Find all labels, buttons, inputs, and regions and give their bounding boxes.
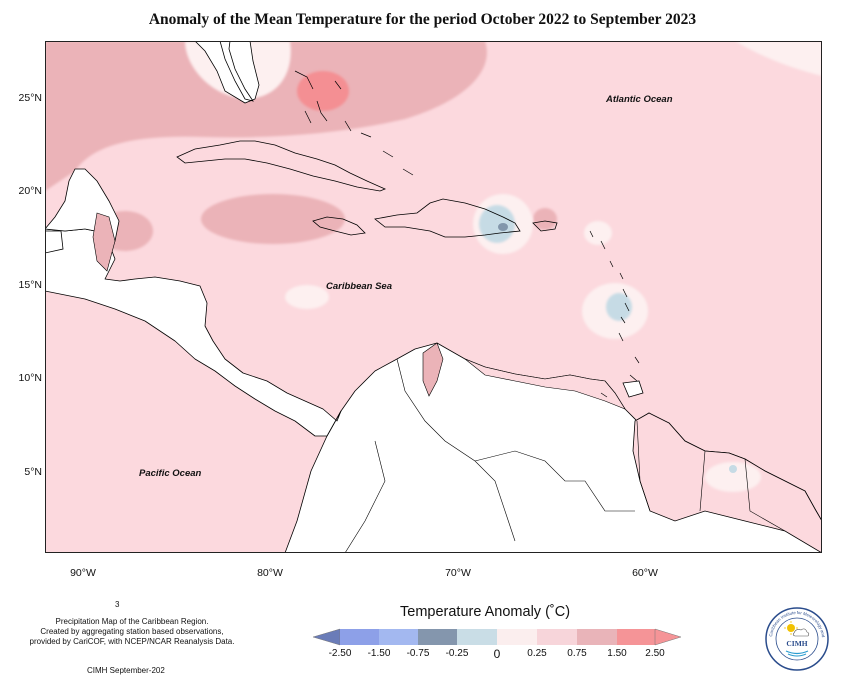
land-bahamas (294, 70, 414, 176)
label-atlantic-ocean: Atlantic Ocean (606, 94, 673, 105)
anomaly-zone-pr-warm (533, 208, 557, 230)
legend-tick-0: -2.50 (328, 648, 352, 659)
legend-tick-8: 2.50 (645, 648, 665, 659)
footnote-description: Precipitation Map of the Caribbean Regio… (22, 617, 242, 647)
y-tick-25n: 25°N (18, 92, 42, 104)
x-tick-60w: 60°W (632, 567, 658, 579)
footnote-page-number: 3 (115, 600, 120, 609)
legend-tick-5: 0.25 (527, 648, 547, 659)
land-trinidad (622, 380, 644, 398)
legend-tick-6: 0.75 (567, 648, 587, 659)
land-cuba (176, 140, 387, 192)
land-puerto-rico (532, 220, 558, 232)
legend-swatch-7 (577, 629, 617, 645)
anomaly-hotspot-bahamas (297, 71, 349, 111)
y-tick-20n: 20°N (18, 185, 42, 197)
y-tick-5n: 5°N (24, 466, 42, 478)
land-central-america (45, 228, 342, 437)
legend-swatch-2 (379, 629, 418, 645)
legend-tick-1: -1.50 (367, 648, 391, 659)
legend-colorbar (313, 628, 682, 646)
legend-swatch-4 (457, 629, 497, 645)
label-pacific-ocean: Pacific Ocean (139, 468, 202, 479)
y-tick-15n: 15°N (18, 279, 42, 291)
legend-title: Temperature Anomaly (˚C) (400, 604, 571, 620)
x-tick-80w: 80°W (257, 567, 283, 579)
legend-swatch-5 (497, 629, 537, 645)
anomaly-zone-caribbean-pale (285, 285, 329, 309)
map-title: Anomaly of the Mean Temperature for the … (148, 11, 697, 28)
anomaly-zone-hispaniola-cool (479, 205, 515, 243)
legend-swatch-3 (418, 629, 457, 645)
land-lesser-antilles (589, 230, 640, 398)
land-mexico-west (45, 230, 64, 254)
cimh-logo: CIMH Caribbean Institute for Meteorology… (764, 606, 829, 671)
land-jamaica (312, 216, 366, 236)
logo-text: CIMH (786, 639, 807, 648)
label-caribbean-sea: Caribbean Sea (326, 281, 392, 292)
anomaly-zone-jamaica (201, 194, 345, 244)
legend-tick-2: -0.75 (406, 648, 430, 659)
anomaly-zone-belize-land (92, 212, 116, 272)
anomaly-zone-antilles-cool (606, 293, 632, 321)
anomaly-zone-hispaniola-cold (498, 223, 508, 231)
anomaly-zone-guianas-pale (705, 462, 761, 492)
legend-tick-3: -0.25 (445, 648, 469, 659)
y-tick-10n: 10°N (18, 372, 42, 384)
anomaly-zone-venezuela-coast (464, 358, 626, 410)
legend-tick-4: 0 (493, 647, 501, 661)
anomaly-zone-guianas-cool (729, 465, 737, 473)
footnote-line-2: Created by aggregating station based obs… (40, 627, 224, 636)
anomaly-zone-north (45, 41, 487, 191)
legend-tick-7: 1.50 (607, 648, 627, 659)
x-tick-70w: 70°W (445, 567, 471, 579)
cloud-icon (792, 628, 810, 637)
sun-icon (787, 624, 795, 632)
legend-swatch-9 (654, 628, 682, 646)
anomaly-zone-antilles-pale-north (584, 221, 612, 245)
footnote-line-1: Precipitation Map of the Caribbean Regio… (55, 617, 209, 626)
legend-swatch-1 (340, 629, 379, 645)
legend-swatch-6 (537, 629, 577, 645)
legend-swatch-0 (313, 628, 341, 646)
x-tick-90w: 90°W (70, 567, 96, 579)
land-florida (140, 41, 260, 104)
temperature-anomaly-map (45, 41, 822, 553)
anomaly-zone-ne-pale (735, 41, 822, 76)
country-borders-sa (344, 358, 786, 553)
anomaly-zone-maracaibo (422, 342, 444, 397)
footnote-credit: CIMH September-202 (87, 666, 165, 675)
footnote-line-3: provided by CariCOF, with NCEP/NCAR Rean… (29, 637, 235, 646)
land-hispaniola (374, 198, 521, 238)
legend-swatch-8 (617, 629, 655, 645)
